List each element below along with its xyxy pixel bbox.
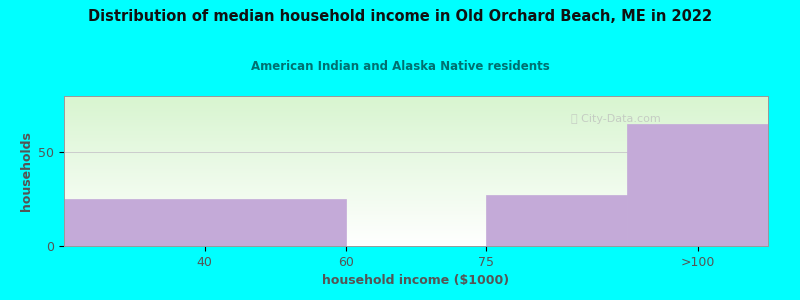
Y-axis label: households: households [20, 131, 33, 211]
Text: Ⓢ City-Data.com: Ⓢ City-Data.com [571, 114, 661, 124]
Bar [64, 199, 346, 246]
Text: American Indian and Alaska Native residents: American Indian and Alaska Native reside… [250, 60, 550, 73]
Text: Distribution of median household income in Old Orchard Beach, ME in 2022: Distribution of median household income … [88, 9, 712, 24]
Bar [486, 195, 627, 246]
Bar [627, 124, 768, 246]
X-axis label: household income ($1000): household income ($1000) [322, 274, 510, 287]
